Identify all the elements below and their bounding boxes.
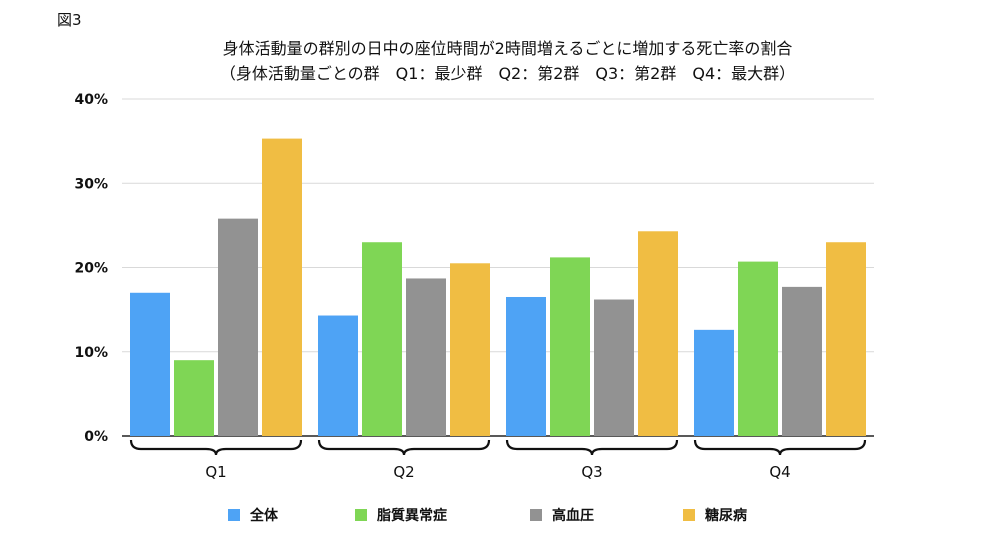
chart-title: 身体活動量の群別の日中の座位時間が2時間増えるごとに増加する死亡率の割合 [222,39,793,58]
group-brace [505,439,679,456]
y-tick-label: 20% [74,261,108,277]
bar [362,242,402,436]
bar [638,231,678,436]
bar [450,263,490,436]
bar [262,138,302,436]
legend-swatch [228,509,240,521]
x-category-label: Q1 [205,463,226,481]
legend-label: 脂質異常症 [377,508,447,524]
bar [130,292,170,436]
bar [826,242,866,436]
legend-item-all: 全体 [228,505,278,525]
legend-label: 高血圧 [552,508,594,524]
bar [174,360,214,436]
legend: 全体 脂質異常症 高血圧 糖尿病 [0,505,999,527]
y-tick-label: 40% [74,92,108,108]
bar [318,315,358,436]
chart-subtitle: （身体活動量ごとの群 Q1：最少群 Q2：第2群 Q3：第2群 Q4：最大群） [219,64,796,83]
legend-swatch [355,509,367,521]
bar [694,329,734,436]
legend-swatch [683,509,695,521]
bar [406,278,446,436]
figure-label: 図3 [57,11,82,29]
y-tick-label: 10% [74,345,108,361]
bar [738,261,778,436]
x-category-label: Q2 [393,463,414,481]
legend-swatch [530,509,542,521]
legend-label: 全体 [250,508,278,524]
bar [506,296,546,436]
group-brace [317,439,491,456]
bar [782,286,822,436]
y-tick-label: 0% [84,429,108,445]
group-brace [693,439,867,456]
y-tick-label: 30% [74,176,108,192]
group-brace [129,439,303,456]
legend-item-diabetes: 糖尿病 [683,505,747,525]
bar [550,257,590,436]
legend-label: 糖尿病 [705,508,747,524]
legend-item-dyslipidemia: 脂質異常症 [355,505,447,525]
bar [594,299,634,436]
x-category-label: Q3 [581,463,602,481]
legend-item-hypertension: 高血圧 [530,505,594,525]
x-category-label: Q4 [769,463,790,481]
bar [218,218,258,436]
